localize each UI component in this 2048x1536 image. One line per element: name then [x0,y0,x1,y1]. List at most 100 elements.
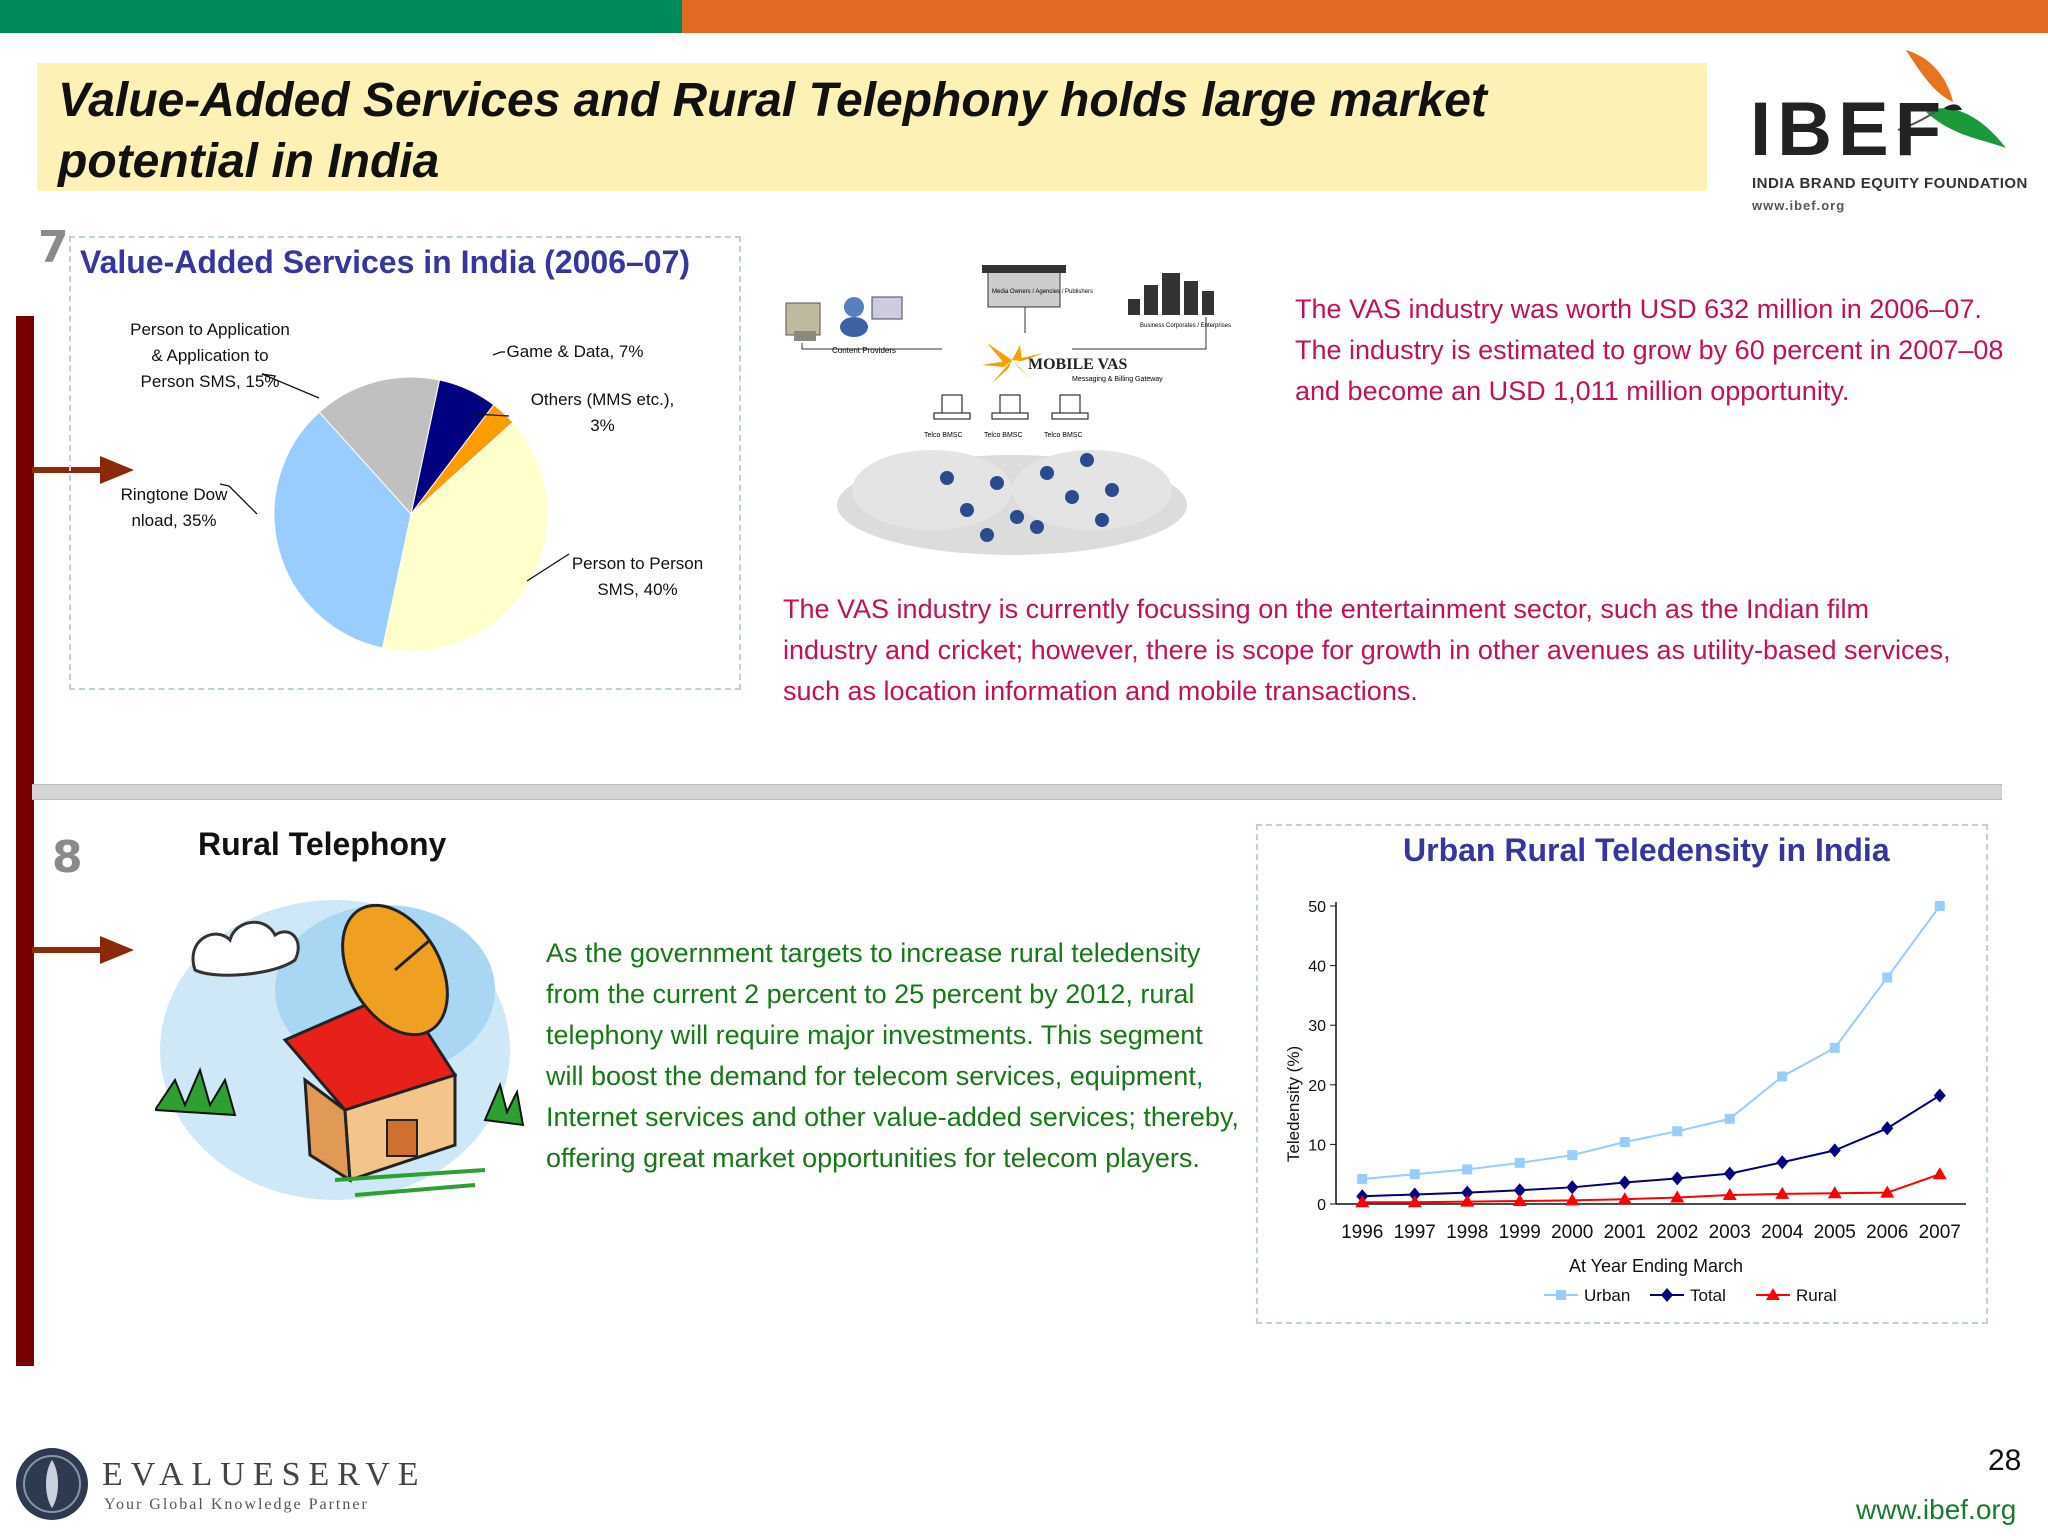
diagram-msc-2: Telco BMSC [984,432,1023,439]
x-tick-label: 2007 [1919,1222,1961,1243]
teledensity-chart-title: Urban Rural Teledensity in India [1403,832,1890,868]
point-rural [1512,1194,1527,1207]
point-total [1618,1175,1631,1190]
left-vertical-bar [16,316,34,1366]
footer-url[interactable]: www.ibef.org [1856,1494,2017,1525]
x-tick-label: 2005 [1814,1222,1856,1243]
x-tick-label: 2002 [1656,1222,1698,1243]
teledensity-line-chart: 0 10 20 30 40 50 1996 1997 1998 1999 2000 2001 2002 2… [1284,899,1966,1305]
point-rural [1617,1192,1632,1205]
point-urban [1777,1071,1788,1082]
point-total [1933,1088,1946,1103]
diagram-business-label: Business Corporates / Enterprises [1140,323,1231,329]
point-total [1881,1121,1894,1136]
y-tick-label: 10 [1308,1137,1326,1154]
point-urban [1672,1126,1683,1137]
x-tick-label: 2004 [1761,1222,1804,1243]
legend-marker-rural [1766,1288,1780,1300]
page-number: 28 [1988,1444,2022,1477]
point-urban [1357,1173,1368,1184]
vas-text-1: The VAS industry was worth USD 632 milli… [1295,294,2004,406]
y-tick-label: 50 [1308,899,1326,916]
point-total [1828,1143,1841,1158]
point-urban [1514,1157,1525,1168]
x-tick-label: 2001 [1604,1222,1646,1243]
pie-label-p2p: Person to Person SMS, 40% [571,554,704,599]
series-line-rural [1362,1173,1941,1204]
page-title: Value-Added Services and Rural Telephony… [58,74,1487,188]
point-total [1513,1183,1526,1198]
legend-marker-urban [1556,1290,1566,1300]
point-rural [1355,1195,1370,1208]
legend-marker-total [1661,1288,1673,1302]
pie-label-p2a: Person to Application & Application to P… [130,320,290,391]
vas-chart-box [69,236,741,690]
diagram-media-label: Media Owners / Agencies / Publishers [992,289,1093,295]
section-number-vas: 7 [38,222,69,273]
evalueserve-tagline: Your Global Knowledge Partner [104,1496,369,1513]
point-urban [1829,1042,1840,1053]
y-axis-label: Teledensity (%) [1284,1046,1303,1162]
diagram-content-providers: Content Providers [832,346,896,355]
point-total [1461,1185,1474,1200]
series-line-urban [1362,905,1941,1180]
evalueserve-logo-icon [16,1448,88,1520]
x-axis-label: At Year Ending March [1569,1256,1743,1276]
point-urban [1619,1137,1630,1148]
point-urban [1724,1113,1735,1124]
section-divider [32,784,2002,800]
point-rural [1460,1194,1475,1207]
point-total [1566,1180,1579,1195]
point-urban [1462,1164,1473,1175]
ibef-logo-text: IBEF [1750,87,1948,172]
x-tick-label: 2003 [1709,1222,1751,1243]
x-tick-label: 1996 [1341,1222,1383,1243]
point-rural [1565,1193,1580,1206]
point-urban [1934,901,1945,911]
rural-text: As the government targets to increase ru… [546,938,1239,1173]
ibef-bird-icon [1897,50,2006,148]
diagram-gateway-label: Messaging & Billing Gateway [1072,376,1163,383]
y-tick-label: 40 [1308,959,1326,976]
pie-label-game: Game & Data, 7% [506,342,644,361]
rural-heading: Rural Telephony [198,826,447,862]
legend-label-urban: Urban [1584,1286,1630,1305]
point-total [1671,1171,1684,1186]
ibef-logo [1748,40,2048,220]
top-bar-green [0,0,682,33]
pie-label-ringtone: Ringtone Dow nload, 35% [120,485,228,530]
y-tick-label: 20 [1308,1078,1326,1095]
point-total [1723,1166,1736,1181]
ibef-tagline: INDIA BRAND EQUITY FOUNDATION [1752,175,2028,192]
x-tick-label: 2000 [1551,1222,1593,1243]
pie-slice-ringtone [273,411,412,649]
top-bar-orange [682,0,2048,33]
y-tick-label: 0 [1317,1197,1326,1214]
x-tick-label: 2006 [1866,1222,1908,1243]
point-rural [1775,1186,1790,1199]
point-urban [1882,972,1893,983]
vas-network-diagram: Content Providers MOBILE VAS Messaging &… [785,265,1231,555]
vas-chart-title: Value-Added Services in India (2006–07) [80,244,691,280]
point-urban [1409,1169,1420,1180]
rural-house-illustration [155,900,525,1200]
point-rural [1670,1190,1685,1203]
legend-label-total: Total [1690,1286,1726,1305]
ibef-logo-url: www.ibef.org [1752,198,1846,213]
y-tick-label: 30 [1308,1018,1326,1035]
point-rural [1880,1185,1895,1198]
x-tick-label: 1997 [1394,1222,1436,1243]
point-urban [1567,1150,1578,1161]
point-total [1408,1187,1421,1202]
point-rural [1932,1167,1947,1180]
teledensity-chart-box [1256,824,1988,1324]
series-line-total [1362,1094,1941,1198]
diagram-center-label: MOBILE VAS [1028,356,1128,373]
diagram-msc-3: Telco BMSC [1044,432,1083,439]
pie-slice-p2p [381,421,549,652]
point-rural [1722,1188,1737,1201]
pie-label-others: Others (MMS etc.), 3% [530,390,675,435]
x-tick-label: 1998 [1446,1222,1488,1243]
diagram-msc-1: Telco BMSC [924,432,963,439]
point-rural [1827,1186,1842,1199]
